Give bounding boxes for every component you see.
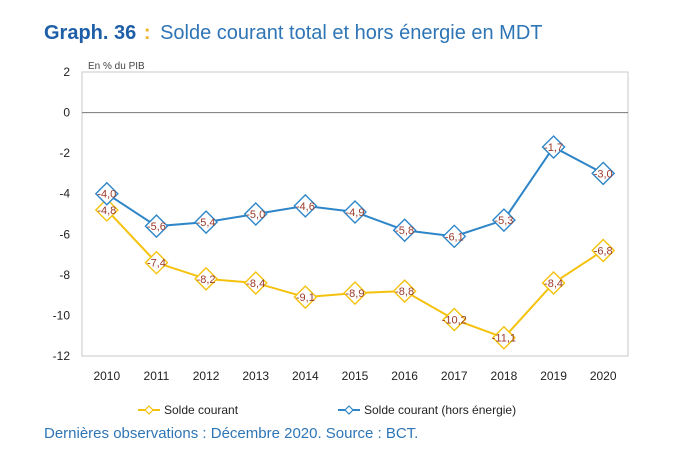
x-tick-label: 2017 <box>441 369 468 383</box>
legend-swatch-marker <box>344 405 354 415</box>
data-label: -4,6 <box>296 201 315 213</box>
data-label: -6,1 <box>445 231 464 243</box>
legend-entry: Solde courant (hors énergie) <box>364 403 516 417</box>
x-tick-label: 2012 <box>193 369 220 383</box>
data-point-marker <box>94 181 119 206</box>
data-point-marker <box>293 285 318 310</box>
data-point-marker <box>491 325 516 350</box>
data-point-marker <box>591 161 616 186</box>
legend-swatch-marker <box>144 405 154 415</box>
data-label: -5,8 <box>395 225 414 237</box>
data-label: -8,2 <box>197 274 216 286</box>
data-point-marker <box>144 214 169 239</box>
plot-frame <box>81 71 629 357</box>
y-tick-label: -12 <box>53 349 71 363</box>
x-tick-label: 2010 <box>93 369 120 383</box>
x-tick-label: 2015 <box>342 369 369 383</box>
data-label: -7,4 <box>147 258 166 270</box>
data-point-marker <box>293 193 318 218</box>
y-tick-label: -6 <box>59 227 70 241</box>
data-label: -8,9 <box>346 288 365 300</box>
y-tick-label: 0 <box>63 106 70 120</box>
x-tick-label: 2018 <box>491 369 518 383</box>
data-label: -10,2 <box>442 314 467 326</box>
x-tick-label: 2020 <box>590 369 617 383</box>
data-point-marker <box>94 197 119 222</box>
data-point-marker <box>194 210 219 235</box>
data-label: -8,8 <box>395 286 414 298</box>
data-point-marker <box>243 202 268 226</box>
data-label: -4,8 <box>97 205 116 217</box>
data-label: -1,7 <box>544 142 563 154</box>
data-label: -3,0 <box>594 168 613 180</box>
data-label: -8,4 <box>544 278 563 290</box>
chart-title-separator: : <box>143 22 151 44</box>
chart-title-lead: Graph. 36 <box>44 22 137 44</box>
data-point-marker <box>541 135 566 160</box>
y-tick-label: -10 <box>53 308 71 322</box>
data-point-marker <box>491 208 516 233</box>
data-label: -6,8 <box>594 246 613 258</box>
data-label: -4,0 <box>97 189 116 201</box>
x-tick-label: 2013 <box>242 369 269 383</box>
data-point-marker <box>442 307 467 332</box>
data-label: -9,1 <box>296 292 315 304</box>
source-note: Dernières observations : Décembre 2020. … <box>44 425 419 442</box>
data-point-marker <box>243 270 268 295</box>
data-label: -11,1 <box>492 333 516 345</box>
data-label: -4,9 <box>346 207 365 219</box>
data-label: -5,3 <box>494 215 513 227</box>
x-tick-label: 2019 <box>540 369 567 383</box>
x-tick-label: 2014 <box>292 369 319 383</box>
data-point-marker <box>591 238 616 263</box>
data-point-marker <box>541 270 566 295</box>
chart-title: Graph. 36 : Solde courant total et hors … <box>44 22 543 45</box>
y-tick-label: 2 <box>63 65 70 79</box>
y-tick-label: -2 <box>59 146 70 160</box>
data-point-marker <box>194 266 219 291</box>
y-tick-label: -8 <box>59 268 70 282</box>
data-point-marker <box>392 279 417 304</box>
x-tick-label: 2016 <box>391 369 418 383</box>
data-point-marker <box>343 199 367 224</box>
data-label: -5,0 <box>246 209 265 221</box>
y-tick-label: -4 <box>59 187 70 201</box>
unit-label: En % du PIB <box>88 61 145 72</box>
x-tick-label: 2011 <box>144 369 170 383</box>
series-line-1 <box>106 209 604 339</box>
chart-title-text: Solde courant total et hors énergie en M… <box>160 22 543 44</box>
data-point-marker <box>392 218 417 243</box>
data-point-marker <box>343 281 367 306</box>
data-label: -5,6 <box>147 221 166 233</box>
data-point-marker <box>144 250 169 275</box>
data-label: -8,4 <box>246 278 265 290</box>
data-point-marker <box>442 224 467 249</box>
legend-entry: Solde courant <box>164 403 239 417</box>
data-label: -5,4 <box>197 217 216 229</box>
